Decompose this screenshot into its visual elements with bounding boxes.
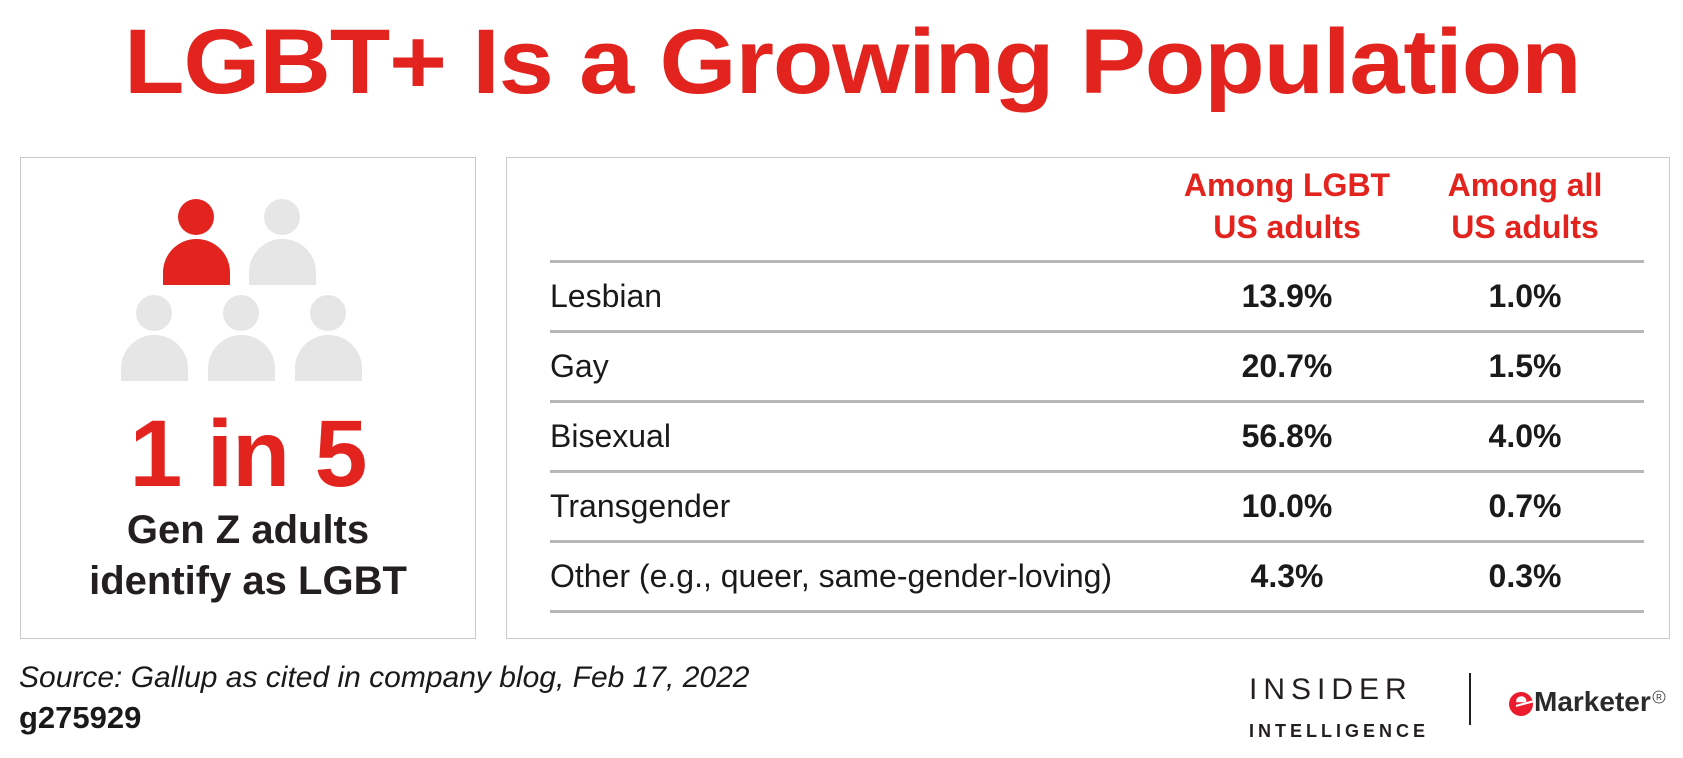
svg-text:R: R [1656,693,1662,702]
